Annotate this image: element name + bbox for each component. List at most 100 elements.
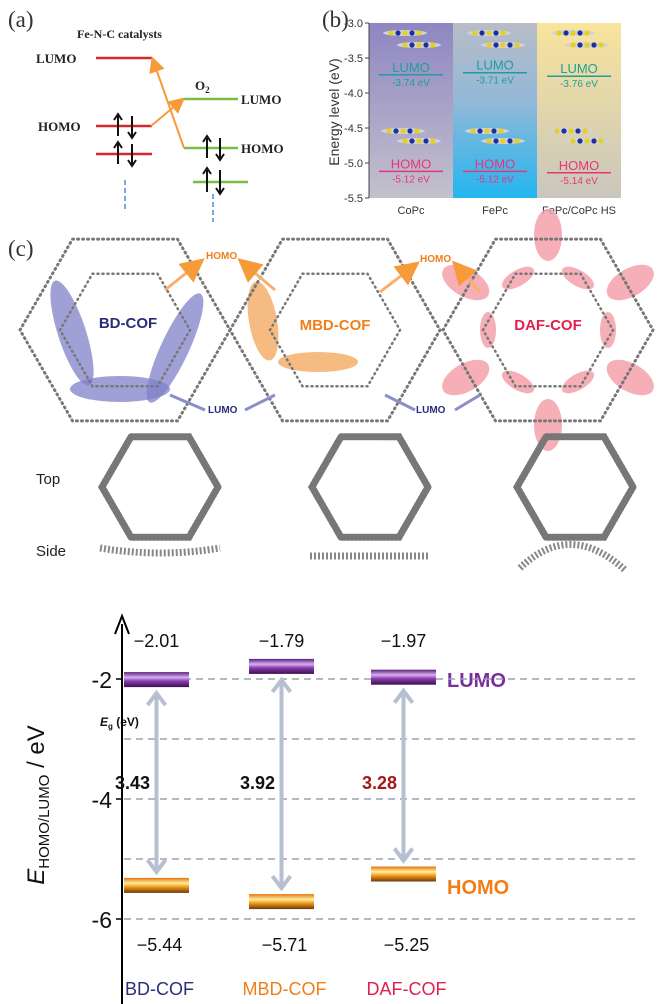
orbital-lobe-icon	[388, 30, 394, 36]
framework-outer-ring	[441, 237, 655, 423]
orbital-lobe-icon	[591, 42, 597, 48]
orbital-lobe-icon	[577, 42, 583, 48]
arrow-head-down-icon	[392, 847, 415, 864]
homo-label-2: HOMO	[420, 254, 451, 265]
arrow-head-down-icon	[145, 858, 168, 876]
panel-b-label: (b)	[322, 7, 349, 32]
panel-b: (b) Energy level (eV) LUMO -3.74 eV HOMO -5…	[322, 7, 621, 217]
orbital-lobe-icon	[486, 138, 492, 144]
homo-value-0: -5.12 eV	[392, 174, 430, 185]
lumo-value-2: -3.76 eV	[560, 79, 598, 90]
orbital-lobe-icon	[402, 138, 408, 144]
catalyst-homo-label: HOMO	[38, 119, 81, 134]
orbital-lobe-icon	[423, 138, 429, 144]
homo-label-1: HOMO	[475, 156, 515, 171]
orbital-lobe-icon	[393, 128, 399, 134]
daf-cof-orbital-highlight	[480, 312, 496, 348]
orbital-lobe-icon	[500, 30, 506, 36]
orbital-lobe-icon	[570, 30, 576, 36]
homo-bar-2	[371, 866, 436, 882]
orbital-lobe-icon	[554, 128, 560, 134]
band-gap-value-2: 3.28	[362, 773, 397, 793]
orbital-lobe-icon	[584, 30, 590, 36]
o2-label: O2	[195, 78, 210, 95]
orbital-lobe-icon	[598, 138, 604, 144]
orbital-lobe-icon	[430, 42, 436, 48]
category-label-0: CoPc	[398, 205, 425, 217]
bd-cof-orbital-highlight	[50, 280, 94, 386]
lumo-value-1: -3.71 eV	[476, 76, 514, 87]
lumo-value-0: -3.74 eV	[392, 78, 430, 89]
orbital-lobe-icon	[514, 42, 520, 48]
orbital-lobe-icon	[514, 138, 520, 144]
column-background-2	[537, 23, 621, 198]
orbital-lobe-icon	[500, 138, 506, 144]
panel-b-y-axis-label: Energy level (eV)	[326, 58, 342, 165]
daf-cof-orbital-highlight	[600, 312, 616, 348]
column-background-1	[453, 23, 537, 198]
orbital-lobe-icon	[486, 30, 492, 36]
orbital-lobe-icon	[556, 30, 562, 36]
orbital-lobe-icon	[493, 42, 499, 48]
homo-bar-1	[249, 894, 314, 910]
lumo-value-1: −1.79	[259, 631, 305, 651]
panel-d: EHOMO/LUMO / eV Eg (eV) LUMO HOMO -2 -4 -6…	[23, 613, 640, 1004]
daf-cof-orbital-highlight	[501, 266, 535, 290]
orbital-lobe-icon	[577, 138, 583, 144]
structure-name-mbd-cof: MBD-COF	[300, 317, 371, 334]
orbital-lobe-icon	[395, 30, 401, 36]
structure-name-daf-cof: DAF-COF	[514, 317, 582, 334]
lumo-label-1: LUMO	[208, 405, 238, 416]
orbital-lobe-icon	[491, 128, 497, 134]
y-tick-label: -2	[92, 667, 112, 693]
arrow-head-up-icon	[145, 689, 168, 707]
category-label-1: MBD-COF	[243, 979, 327, 999]
panel-c-label: (c)	[8, 236, 34, 261]
orbital-lobe-icon	[430, 138, 436, 144]
lumo-label-2: LUMO	[560, 61, 598, 76]
gap-title: Eg (eV)	[100, 715, 139, 731]
category-label-1: FePc	[482, 205, 508, 217]
panel-d-y-axis-label: EHOMO/LUMO / eV	[23, 725, 53, 885]
framework-inner-ring	[58, 272, 192, 388]
orbital-lobe-icon	[477, 128, 483, 134]
lumo-label-0: LUMO	[392, 60, 430, 75]
daf-cof-orbital-highlight	[442, 359, 490, 396]
daf-cof-orbital-highlight	[561, 266, 595, 290]
homo-label-0: HOMO	[391, 156, 431, 171]
lumo-arrow	[454, 393, 481, 412]
orbital-lobe-icon	[563, 30, 569, 36]
band-gap-value-1: 3.92	[240, 773, 275, 793]
daf-cof-orbital-highlight	[534, 209, 562, 261]
orbital-lobe-icon	[591, 138, 597, 144]
panel-a-label: (a)	[8, 7, 34, 32]
y-axis-arrow-icon	[114, 613, 130, 635]
homo-arrow	[379, 261, 420, 294]
top-view-ring	[307, 433, 433, 541]
orbital-lobe-icon	[500, 42, 506, 48]
row-label-top: Top	[36, 471, 60, 488]
homo-label-1: HOMO	[206, 251, 237, 262]
y-tick-label: -3.5	[344, 53, 363, 65]
lumo-label-1: LUMO	[476, 58, 514, 73]
top-view-ring	[97, 433, 223, 541]
lumo-arrow	[169, 393, 206, 412]
orbital-lobe-icon	[414, 128, 420, 134]
orbital-lobe-icon	[577, 30, 583, 36]
daf-cof-orbital-highlight	[534, 399, 562, 451]
category-label-2: DAF-COF	[367, 979, 447, 999]
catalyst-electron-pairs	[113, 112, 137, 168]
orbital-lobe-icon	[570, 138, 576, 144]
orbital-lobe-icon	[493, 30, 499, 36]
lumo-bar-1	[249, 658, 314, 674]
o2-electron-pairs	[202, 134, 225, 196]
orbital-lobe-icon	[507, 138, 513, 144]
row-label-side: Side	[36, 543, 66, 560]
orbital-lobe-icon	[584, 42, 590, 48]
mbd-cof-orbital-highlight	[247, 281, 279, 361]
y-tick-label: -4.5	[344, 123, 363, 135]
orbital-lobe-icon	[409, 138, 415, 144]
column-background-0	[369, 23, 453, 198]
side-view-bd-cof	[99, 544, 221, 557]
